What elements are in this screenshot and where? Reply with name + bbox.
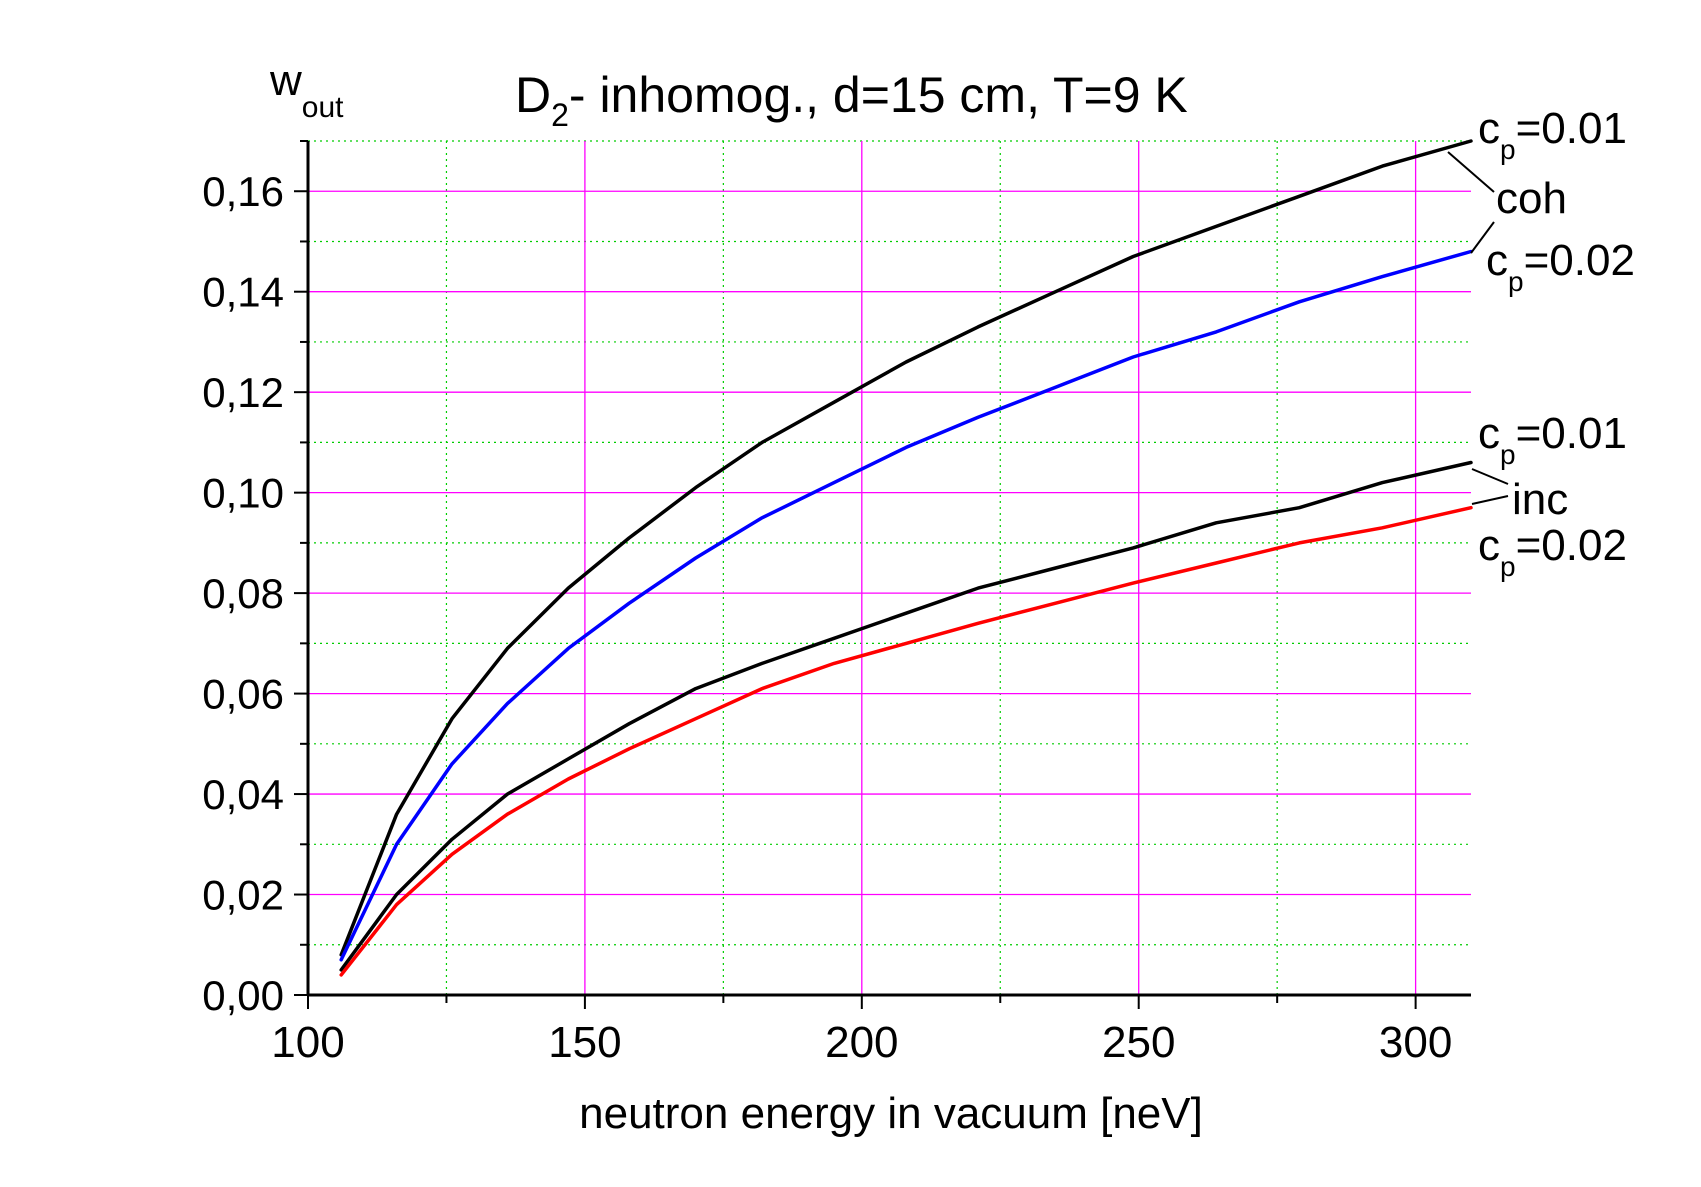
annotation-coh-cp-001: cp=0.01 [1478,104,1627,165]
leader-inc-002 [1471,495,1509,505]
leader-coh-001 [1447,151,1495,193]
y-tick-label: 0,02 [202,872,284,919]
series-line-3 [339,460,1473,972]
leader-coh-002 [1470,221,1495,254]
x-axis-label: neutron energy in vacuum [neV] [579,1089,1203,1138]
x-tick-label: 250 [1102,1018,1175,1067]
chart-title: D2- inhomog., d=15 cm, T=9 K [515,67,1188,133]
annotation-inc: inc [1512,475,1568,524]
annotation-inc-cp-001: cp=0.01 [1478,409,1627,470]
x-tick-label: 200 [825,1018,898,1067]
leader-inc-001 [1471,468,1509,485]
y-tick-label: 0,14 [202,269,284,316]
series-line-4 [339,505,1473,977]
x-tick-label: 300 [1379,1018,1452,1067]
annotation-coh-cp-002: cp=0.02 [1486,236,1635,297]
major-grid [308,141,1471,995]
x-tick-label: 100 [271,1018,344,1067]
series-line-1 [339,139,1473,957]
y-tick-label: 0,12 [202,369,284,416]
annotation-coh: coh [1496,174,1567,223]
tick-labels: 100 150 200 250 300 0,00 0,02 0,04 0,06 0,08 0,10 0… [202,168,1452,1067]
y-axis-label: wout [269,56,344,124]
y-tick-label: 0,04 [202,771,284,818]
annotation-leaders [1447,151,1509,505]
y-tick-label: 0,08 [202,570,284,617]
x-tick-label: 150 [548,1018,621,1067]
y-tick-label: 0,06 [202,671,284,718]
minor-grid [308,140,1471,995]
series-layer [339,139,1473,977]
y-tick-label: 0,10 [202,470,284,517]
y-tick-label: 0,16 [202,168,284,215]
y-tick-label: 0,00 [202,972,284,1019]
series-line-2 [339,249,1473,962]
annotation-inc-cp-002: cp=0.02 [1478,521,1627,582]
axes [294,140,1471,1009]
